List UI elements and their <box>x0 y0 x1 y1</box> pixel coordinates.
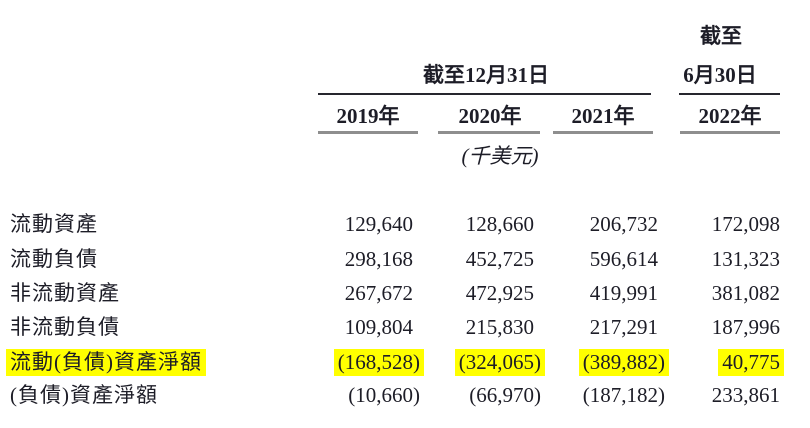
cell-2020: 452,725 <box>465 246 534 271</box>
cell-2020: (66,970) <box>469 382 541 407</box>
annual-period-rule <box>318 93 651 95</box>
col-header-2022: 2022年 <box>698 104 762 128</box>
year-underline-2020 <box>438 131 540 134</box>
table-row-non-current-assets: 非流動資產 267,672 472,925 419,991 381,082 <box>0 276 780 310</box>
col-header-2019: 2019年 <box>336 104 400 128</box>
cell-2021: 206,732 <box>589 211 658 236</box>
table-row-net-current-liabilities-assets: 流動(負債)資產淨額 (168,528) (324,065) (389,882)… <box>0 345 784 379</box>
row-label: (負債)資產淨額 <box>10 382 158 407</box>
cell-2019: (10,660) <box>348 382 420 407</box>
cell-2022: 172,098 <box>711 211 780 236</box>
cell-2021: (187,182) <box>582 382 665 407</box>
cell-2022: 187,996 <box>711 314 780 339</box>
col-header-2021: 2021年 <box>571 104 635 128</box>
row-label: 非流動資產 <box>10 280 120 305</box>
cell-2022: 233,861 <box>711 382 780 407</box>
cell-2019: 129,640 <box>344 211 413 236</box>
interim-period-label-line2: 6月30日 <box>683 63 757 87</box>
cell-2020: (324,065) <box>454 348 545 376</box>
table-row-non-current-liabilities: 非流動負債 109,804 215,830 217,291 187,996 <box>0 310 780 344</box>
row-label: 流動負債 <box>10 246 98 271</box>
cell-2019: (168,528) <box>333 348 424 376</box>
cell-2021: 217,291 <box>589 314 658 339</box>
table-row-net-liabilities-assets: (負債)資產淨額 (10,660) (66,970) (187,182) 233… <box>0 378 780 412</box>
year-underline-2022 <box>680 131 780 134</box>
cell-2019: 298,168 <box>344 246 413 271</box>
table-row-current-assets: 流動資產 129,640 128,660 206,732 172,098 <box>0 207 780 241</box>
cell-2021: 419,991 <box>589 280 658 305</box>
cell-2019: 267,672 <box>344 280 413 305</box>
annual-period-label: 截至12月31日 <box>423 63 549 87</box>
row-label: 非流動負債 <box>10 314 120 339</box>
unit-label: (千美元) <box>461 144 539 168</box>
cell-2022: 381,082 <box>711 280 780 305</box>
row-label: 流動資產 <box>10 211 98 236</box>
row-label: 流動(負債)資產淨額 <box>6 348 206 376</box>
col-header-2020: 2020年 <box>458 104 522 128</box>
cell-2022: 40,775 <box>718 348 784 376</box>
table-row-current-liabilities: 流動負債 298,168 452,725 596,614 131,323 <box>0 242 780 276</box>
year-underline-2021 <box>553 131 653 134</box>
cell-2021: (389,882) <box>578 348 669 376</box>
interim-period-rule <box>679 93 780 95</box>
cell-2019: 109,804 <box>344 314 413 339</box>
cell-2022: 131,323 <box>711 246 780 271</box>
year-underline-2019 <box>318 131 418 134</box>
cell-2020: 215,830 <box>465 314 534 339</box>
cell-2021: 596,614 <box>589 246 658 271</box>
interim-period-label-line1: 截至 <box>700 24 742 48</box>
cell-2020: 128,660 <box>465 211 534 236</box>
cell-2020: 472,925 <box>465 280 534 305</box>
